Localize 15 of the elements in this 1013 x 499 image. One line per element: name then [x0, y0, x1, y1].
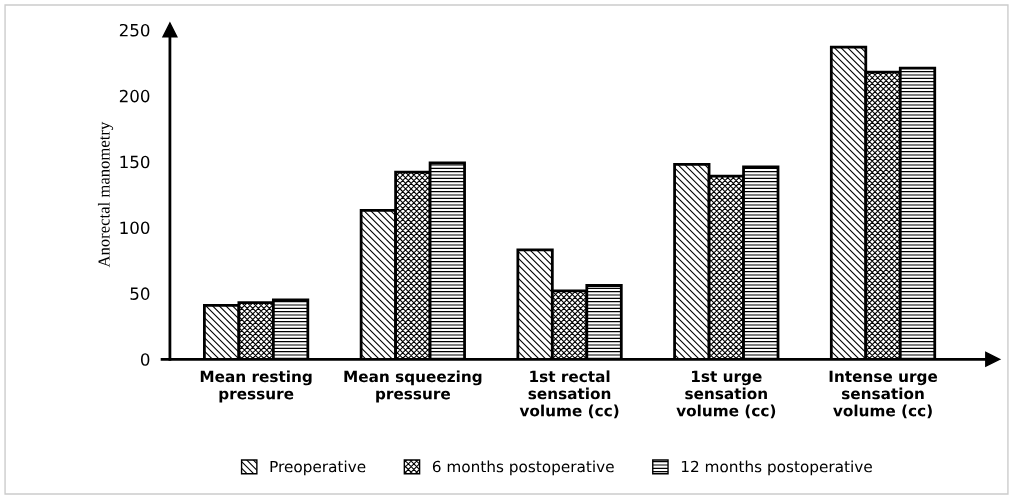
y-tick-label: 100 [120, 221, 150, 235]
y-tick-label: 150 [120, 155, 150, 169]
x-tick-label: Mean resting pressure [200, 370, 312, 403]
y-tick-label: 0 [140, 353, 150, 366]
legend-label: 6 months postoperative [432, 460, 614, 476]
x-tick-label: Mean squeezing pressure [344, 370, 482, 403]
x-tick-label: 1st urge sensation volume (cc) [676, 370, 776, 419]
x-tick-label: 1st rectal sensation volume (cc) [519, 370, 619, 419]
legend-label: Preoperative [270, 460, 366, 476]
y-tick-label: 50 [130, 287, 150, 300]
x-tick-label: Intense urge sensation volume (cc) [829, 370, 938, 419]
y-tick-label: 250 [119, 23, 150, 37]
legend-label: 12 months postoperative [681, 460, 872, 476]
y-tick-label: 200 [119, 89, 150, 103]
y-axis-title: Anorectal manometry [97, 121, 114, 268]
